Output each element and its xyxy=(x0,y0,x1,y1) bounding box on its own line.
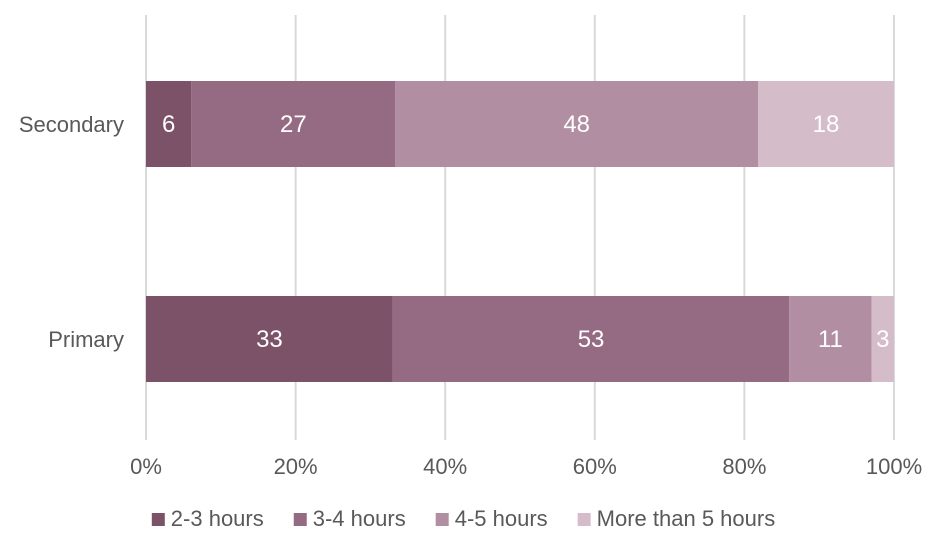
value-axis: 0% 20% 40% 60% 80% 100% xyxy=(130,454,922,479)
bar-segment-primary-3-4-hours xyxy=(392,296,790,382)
x-tick-label: 60% xyxy=(573,454,617,479)
legend-swatch xyxy=(435,513,449,526)
data-labels: 6 27 48 18 33 53 11 3 xyxy=(162,111,889,353)
x-tick-label: 0% xyxy=(130,454,162,479)
data-label-secondary-3-4-hours: 27 xyxy=(280,111,307,138)
bar-segment-secondary-2-3-hours xyxy=(146,81,192,167)
data-label-primary-2-3-hours: 33 xyxy=(256,326,283,353)
legend-item-more-than-5-hours: More than 5 hours xyxy=(577,506,776,531)
bar-segment-primary-more-than-5-hours xyxy=(871,296,894,382)
category-axis: Secondary Primary xyxy=(19,112,124,352)
data-label-primary-3-4-hours: 53 xyxy=(578,326,605,353)
data-label-secondary-2-3-hours: 6 xyxy=(162,111,175,138)
data-label-secondary-4-5-hours: 48 xyxy=(563,111,590,138)
category-label-secondary: Secondary xyxy=(19,112,124,137)
legend-label: More than 5 hours xyxy=(597,506,776,531)
legend-label: 2-3 hours xyxy=(171,506,264,531)
data-label-primary-4-5-hours: 11 xyxy=(818,326,843,353)
bar-segment-primary-4-5-hours xyxy=(789,296,872,382)
legend-swatch xyxy=(151,513,165,526)
x-tick-label: 100% xyxy=(866,454,922,479)
x-tick-label: 20% xyxy=(274,454,318,479)
legend-label: 4-5 hours xyxy=(455,506,548,531)
bar-segment-primary-2-3-hours xyxy=(146,296,393,382)
legend-item-2-3-hours: 2-3 hours xyxy=(151,506,264,531)
legend-label: 3-4 hours xyxy=(313,506,406,531)
legend-item-4-5-hours: 4-5 hours xyxy=(435,506,548,531)
bars xyxy=(146,81,894,382)
legend: 2-3 hours 3-4 hours 4-5 hours More than 5 h… xyxy=(151,506,776,531)
bar-segment-secondary-3-4-hours xyxy=(191,81,396,167)
bar-segment-secondary-4-5-hours xyxy=(395,81,758,167)
data-label-secondary-more-than-5-hours: 18 xyxy=(813,111,840,138)
data-label-primary-more-than-5-hours: 3 xyxy=(876,326,889,353)
x-tick-label: 40% xyxy=(423,454,467,479)
bar-segment-secondary-more-than-5-hours xyxy=(758,81,894,167)
legend-item-3-4-hours: 3-4 hours xyxy=(293,506,406,531)
legend-swatch xyxy=(577,513,591,526)
x-tick-label: 80% xyxy=(722,454,766,479)
category-label-primary: Primary xyxy=(48,327,124,352)
legend-swatch xyxy=(293,513,307,526)
